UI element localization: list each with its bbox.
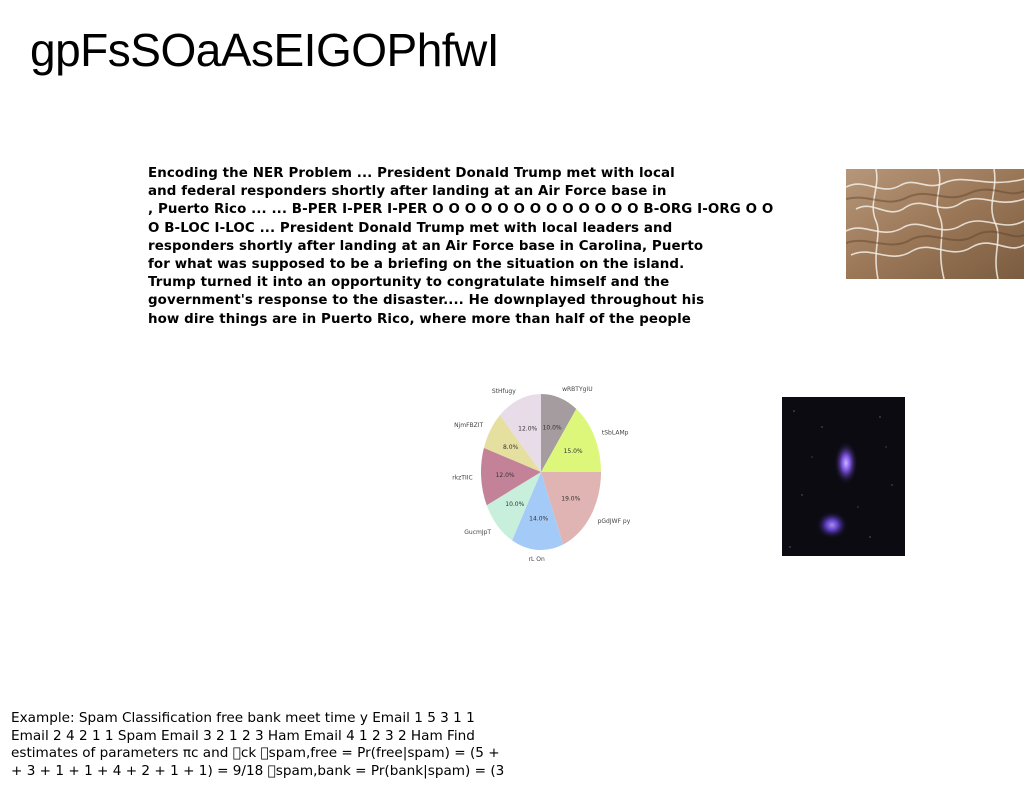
- ner-line: O B-LOC I-LOC ... President Donald Trump…: [148, 220, 673, 236]
- slide-title: gpFsSOaAsEIGOPhfwI: [30, 24, 500, 76]
- pie-category-label: StHfugy: [492, 388, 516, 395]
- ner-line: government's response to the disaster...…: [148, 293, 705, 309]
- spam-example-text: Example: Spam Classification free bank m…: [11, 710, 571, 780]
- pie-slice: [486, 472, 541, 541]
- ner-line: responders shortly after landing at an A…: [148, 238, 704, 254]
- pie-slice: [499, 394, 541, 472]
- pie-value-label: 12.0%: [496, 472, 515, 479]
- water-photo: [845, 168, 1024, 280]
- ner-line: and federal responders shortly after lan…: [148, 184, 667, 200]
- ner-line: , Puerto Rico ... ... B-PER I-PER I-PER …: [148, 202, 774, 218]
- pie-slice: [481, 447, 541, 506]
- pie-slice: [541, 472, 601, 545]
- pie-category-label: NjmFBZIT: [454, 422, 483, 429]
- ner-line: how dire things are in Puerto Rico, wher…: [148, 311, 691, 327]
- pie-chart-svg: 10.0% wRBTYgIU 15.0% tSbLAMp 19.0% pGdJWF py 1…: [452, 386, 631, 563]
- pie-chart: 10.0% wRBTYgIU 15.0% tSbLAMp 19.0% pGdJWF py 1…: [444, 372, 644, 572]
- spam-line: Example: Spam Classification free bank m…: [11, 710, 475, 726]
- pie-value-label: 8.0%: [503, 444, 519, 451]
- pie-value-label: 14.0%: [529, 516, 548, 523]
- spam-line: + 3 + 1 + 1 + 4 + 2 + 1 + 1) = 9/18  spa…: [11, 762, 505, 779]
- pie-value-label: 10.0%: [543, 425, 562, 432]
- pie-value-label: 10.0%: [505, 501, 524, 508]
- space-photo: [782, 397, 905, 556]
- spam-line: Email 2 4 2 1 1 Spam Email 3 2 1 2 3 Ham…: [11, 727, 475, 744]
- pie-slice: [512, 472, 564, 550]
- pie-category-label: wRBTYgIU: [562, 386, 593, 393]
- pie-value-label: 15.0%: [564, 448, 583, 455]
- pie-slice: [541, 408, 601, 472]
- spam-line: estimates of parameters πc and  ck  spam…: [11, 745, 500, 761]
- pie-slice: [483, 415, 541, 472]
- ner-line: for what was supposed to be a briefing o…: [148, 257, 685, 273]
- ner-line: Encoding the NER Problem ... President D…: [148, 166, 675, 181]
- pie-category-label: tSbLAMp: [602, 429, 629, 436]
- pie-category-label: pGdJWF py: [598, 518, 631, 525]
- pie-category-label: rkzTIIC: [452, 475, 472, 482]
- pie-category-label: GucmJpT: [464, 529, 491, 536]
- pie-value-label: 12.0%: [518, 426, 537, 433]
- pie-value-label: 19.0%: [561, 495, 580, 502]
- ner-line: Trump turned it into an opportunity to c…: [148, 275, 670, 291]
- pie-slice: [541, 394, 577, 472]
- ner-text-block: Encoding the NER Problem ... President D…: [148, 165, 774, 329]
- pie-category-label: rL On: [529, 556, 545, 563]
